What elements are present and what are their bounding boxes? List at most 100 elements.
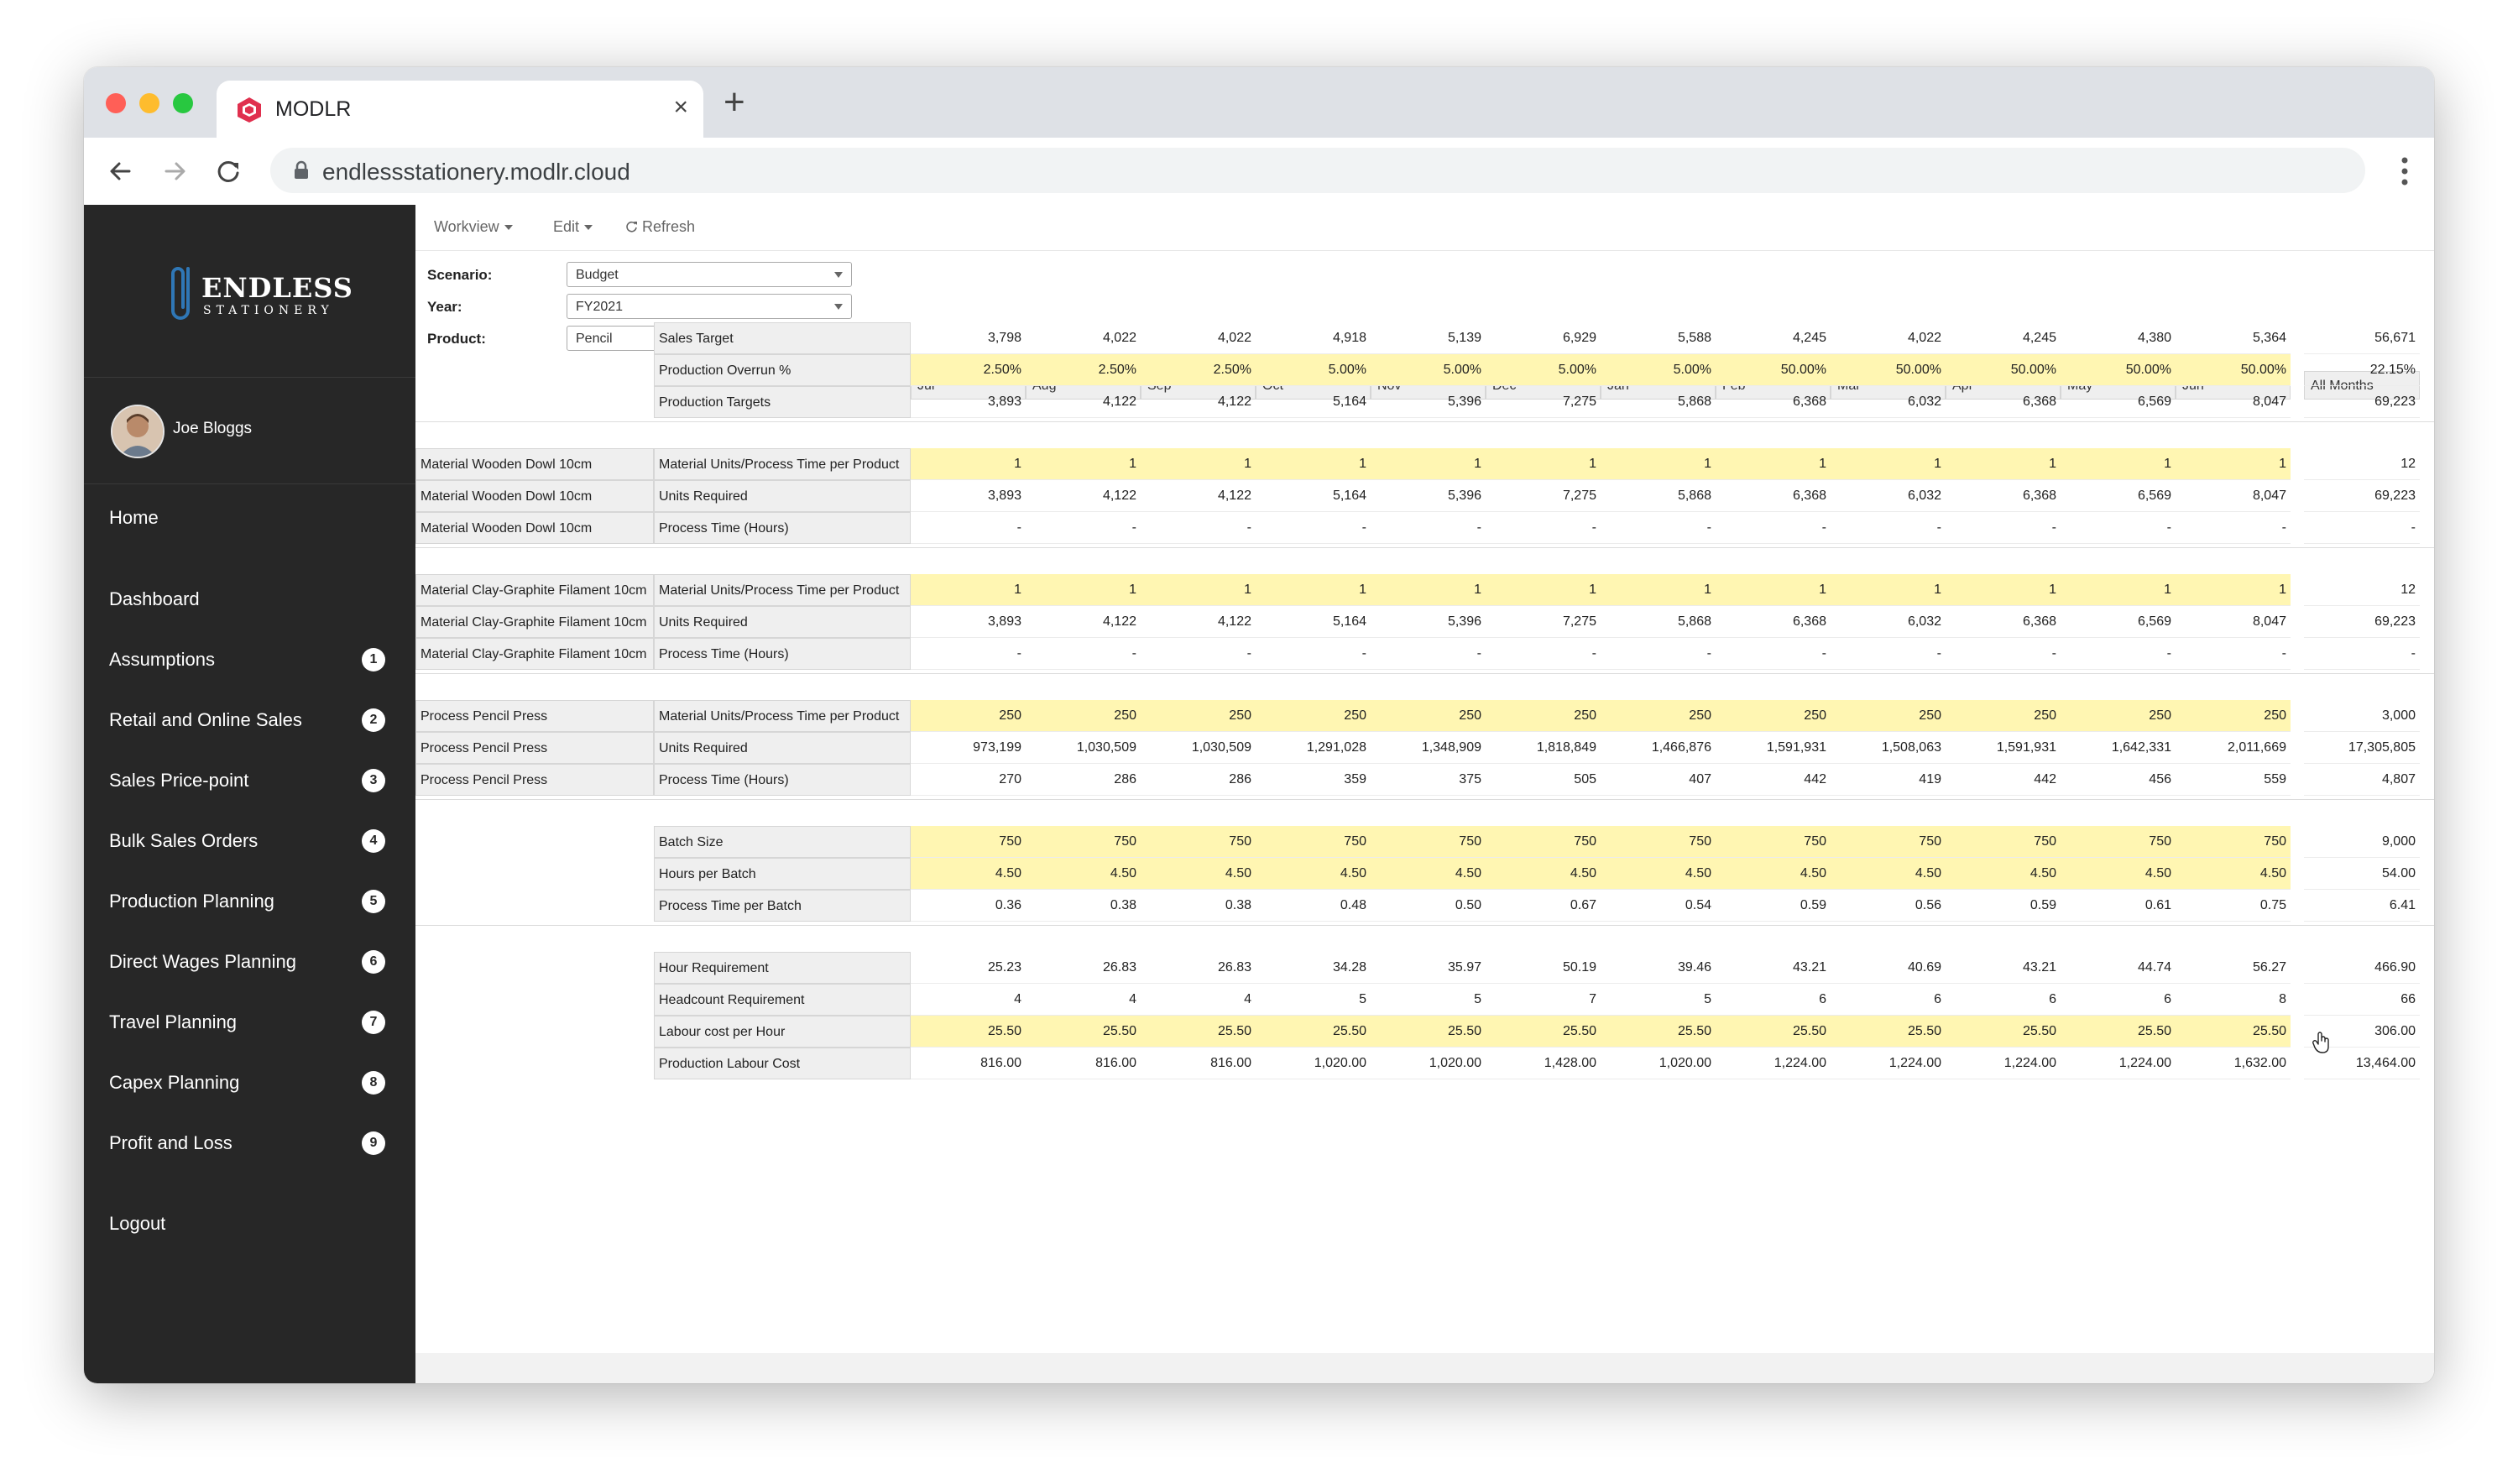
new-tab-icon[interactable]: +	[724, 81, 745, 123]
grid-cell[interactable]: 4.50	[1946, 858, 2061, 890]
grid-cell[interactable]: 4.50	[1371, 858, 1486, 890]
grid-cell[interactable]: 25.50	[1141, 1016, 1256, 1048]
grid-cell[interactable]: 250	[2061, 700, 2176, 732]
grid-cell[interactable]: 1	[2176, 448, 2291, 480]
grid-cell[interactable]: 1	[1946, 574, 2061, 606]
grid-cell[interactable]: 750	[1486, 826, 1601, 858]
grid-cell[interactable]: 50.00%	[1946, 354, 2061, 386]
sidebar-item-logout[interactable]: Logout	[109, 1213, 166, 1234]
grid-cell[interactable]: 4.50	[2061, 858, 2176, 890]
sidebar-item-production-planning[interactable]: Production Planning	[109, 891, 274, 912]
grid-cell[interactable]: 25.50	[1256, 1016, 1371, 1048]
sidebar-item-retail-and-online-sales[interactable]: Retail and Online Sales	[109, 709, 302, 730]
grid-cell[interactable]: 1	[1371, 574, 1486, 606]
grid-cell[interactable]: 4.50	[1486, 858, 1601, 890]
grid-cell[interactable]: 750	[2176, 826, 2291, 858]
grid-cell[interactable]: 750	[1601, 826, 1716, 858]
grid-cell[interactable]: 1	[1256, 574, 1371, 606]
grid-cell[interactable]: 25.50	[1831, 1016, 1946, 1048]
grid-cell[interactable]: 750	[1026, 826, 1141, 858]
grid-cell[interactable]: 1	[911, 448, 1026, 480]
sidebar-item-sales-price-point[interactable]: Sales Price-point	[109, 770, 249, 791]
grid-cell[interactable]: 25.50	[1486, 1016, 1601, 1048]
grid-cell[interactable]: 250	[1601, 700, 1716, 732]
grid-cell[interactable]: 2.50%	[1026, 354, 1141, 386]
grid-cell[interactable]: 4.50	[1026, 858, 1141, 890]
grid-cell[interactable]: 1	[911, 574, 1026, 606]
grid-cell[interactable]: 750	[1831, 826, 1946, 858]
sidebar-item-direct-wages-planning[interactable]: Direct Wages Planning	[109, 951, 296, 972]
grid-cell[interactable]: 1	[1716, 574, 1831, 606]
grid-cell[interactable]: 4.50	[1716, 858, 1831, 890]
grid-cell[interactable]: 750	[1256, 826, 1371, 858]
grid-cell[interactable]: 5.00%	[1601, 354, 1716, 386]
sidebar-item-profit-and-loss[interactable]: Profit and Loss	[109, 1132, 232, 1153]
grid-cell[interactable]: 1	[1371, 448, 1486, 480]
grid-cell[interactable]: 250	[1141, 700, 1256, 732]
minimize-window-button[interactable]	[139, 93, 159, 113]
grid-cell[interactable]: 750	[1141, 826, 1256, 858]
grid-cell[interactable]: 25.50	[911, 1016, 1026, 1048]
grid-cell[interactable]: 25.50	[1946, 1016, 2061, 1048]
reload-icon[interactable]	[210, 153, 247, 190]
grid-cell[interactable]: 5.00%	[1371, 354, 1486, 386]
grid-cell[interactable]: 4.50	[1256, 858, 1371, 890]
grid-cell[interactable]: 1	[1601, 448, 1716, 480]
grid-cell[interactable]: 4.50	[911, 858, 1026, 890]
grid-cell[interactable]: 250	[1256, 700, 1371, 732]
grid-cell[interactable]: 1	[1256, 448, 1371, 480]
grid-cell[interactable]: 25.50	[1716, 1016, 1831, 1048]
grid-cell[interactable]: 750	[1946, 826, 2061, 858]
grid-cell[interactable]: 1	[1026, 448, 1141, 480]
back-arrow-icon[interactable]	[102, 153, 139, 190]
grid-cell[interactable]: 1	[1141, 448, 1256, 480]
grid-cell[interactable]: 5.00%	[1486, 354, 1601, 386]
grid-cell[interactable]: 250	[1486, 700, 1601, 732]
workview-menu[interactable]: Workview	[434, 218, 513, 236]
grid-cell[interactable]: 4.50	[1141, 858, 1256, 890]
close-tab-icon[interactable]: ×	[673, 93, 688, 121]
close-window-button[interactable]	[106, 93, 126, 113]
grid-cell[interactable]: 1	[1141, 574, 1256, 606]
grid-cell[interactable]: 2.50%	[911, 354, 1026, 386]
grid-cell[interactable]: 2.50%	[1141, 354, 1256, 386]
edit-menu[interactable]: Edit	[553, 218, 593, 236]
grid-cell[interactable]: 50.00%	[2176, 354, 2291, 386]
forward-arrow-icon[interactable]	[156, 153, 193, 190]
grid-cell[interactable]: 25.50	[1026, 1016, 1141, 1048]
grid-cell[interactable]: 50.00%	[2061, 354, 2176, 386]
grid-cell[interactable]: 1	[1831, 448, 1946, 480]
grid-cell[interactable]: 750	[911, 826, 1026, 858]
maximize-window-button[interactable]	[173, 93, 193, 113]
grid-cell[interactable]: 1	[1486, 574, 1601, 606]
scenario-select[interactable]: Budget	[567, 262, 852, 287]
grid-cell[interactable]: 1	[2176, 574, 2291, 606]
sidebar-item-assumptions[interactable]: Assumptions	[109, 649, 215, 670]
sidebar-item-travel-planning[interactable]: Travel Planning	[109, 1011, 238, 1032]
grid-cell[interactable]: 1	[1716, 448, 1831, 480]
grid-cell[interactable]: 1	[1601, 574, 1716, 606]
sidebar-item-capex-planning[interactable]: Capex Planning	[109, 1072, 240, 1093]
grid-cell[interactable]: 250	[2176, 700, 2291, 732]
user-panel[interactable]: Joe Bloggs	[84, 378, 415, 484]
grid-cell[interactable]: 50.00%	[1831, 354, 1946, 386]
grid-cell[interactable]: 250	[1831, 700, 1946, 732]
grid-cell[interactable]: 1	[1026, 574, 1141, 606]
browser-tab[interactable]: MODLR ×	[217, 81, 703, 138]
grid-cell[interactable]: 1	[1946, 448, 2061, 480]
sidebar-item-home[interactable]: Home	[109, 507, 159, 528]
browser-menu-icon[interactable]	[2400, 156, 2409, 186]
refresh-button[interactable]: Refresh	[625, 218, 695, 236]
grid-cell[interactable]: 1	[1831, 574, 1946, 606]
grid-cell[interactable]: 250	[1716, 700, 1831, 732]
grid-cell[interactable]: 25.50	[1601, 1016, 1716, 1048]
grid-cell[interactable]: 5.00%	[1256, 354, 1371, 386]
grid-cell[interactable]: 4.50	[1601, 858, 1716, 890]
grid-cell[interactable]: 1	[1486, 448, 1601, 480]
grid-cell[interactable]: 750	[2061, 826, 2176, 858]
grid-cell[interactable]: 25.50	[2061, 1016, 2176, 1048]
year-select[interactable]: FY2021	[567, 294, 852, 319]
grid-cell[interactable]: 250	[1371, 700, 1486, 732]
grid-cell[interactable]: 1	[2061, 448, 2176, 480]
grid-cell[interactable]: 250	[911, 700, 1026, 732]
